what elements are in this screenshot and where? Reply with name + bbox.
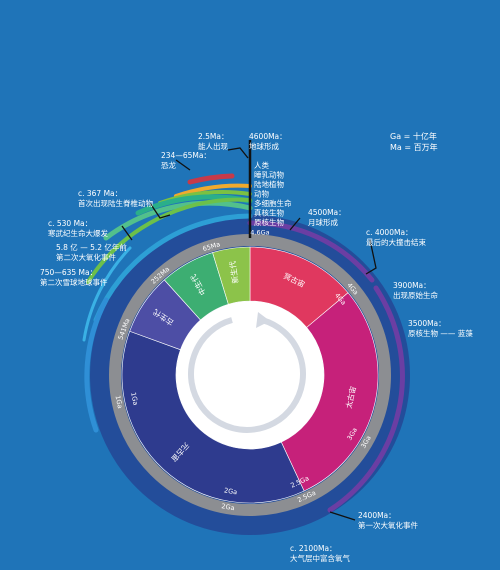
legend-ma: Ma = 百万年 — [390, 142, 438, 152]
svg-text:第二次大氧化事件: 第二次大氧化事件 — [56, 252, 116, 262]
annotation-dinosaurs: 234—65Ma： 恐龙 — [161, 151, 211, 170]
arc-prokaryotes — [82, 246, 132, 342]
annotation-cambrian: c. 530 Ma： 寒武纪生命大爆发 — [48, 219, 108, 238]
top-stack-item: 陆地植物 — [254, 179, 284, 189]
inner-cycle-arrow — [188, 317, 306, 433]
svg-text:c. 4000Ma：: c. 4000Ma： — [366, 228, 413, 237]
annotation-second-oxygen: 5.8 亿 — 5.2 亿年前 第二次大氧化事件 — [56, 242, 127, 262]
svg-text:3900Ma：: 3900Ma： — [393, 281, 431, 290]
svg-text:234—65Ma：: 234—65Ma： — [161, 151, 211, 160]
svg-text:750—635 Ma：: 750—635 Ma： — [40, 268, 97, 277]
ring-tick-label: 2Ga — [221, 502, 235, 512]
annotation-first-life: 3900Ma： 出现原始生命 — [393, 281, 438, 300]
annotation-leaders — [121, 147, 377, 521]
annotation-human: 2.5Ma： 能人出现 — [198, 132, 229, 151]
legend-ga: Ga = 十亿年 — [390, 131, 437, 141]
svg-text:4600Ma：: 4600Ma： — [249, 132, 287, 141]
arc-cambrian — [86, 197, 252, 284]
arc-multicellular — [103, 200, 253, 241]
svg-text:c. 367 Ma：: c. 367 Ma： — [78, 189, 122, 198]
svg-text:出现原始生命: 出现原始生命 — [393, 290, 438, 300]
annotation-moon: 4500Ma： 月球形成 — [308, 208, 346, 227]
svg-text:5.8 亿 — 5.2 亿年前: 5.8 亿 — 5.2 亿年前 — [56, 242, 127, 252]
arc-dinosaurs — [187, 173, 235, 185]
arc-right-archean — [327, 285, 405, 513]
svg-text:2.5Ma：: 2.5Ma： — [198, 132, 229, 141]
svg-text:原核生物 —— 蓝藻: 原核生物 —— 蓝藻 — [408, 328, 473, 338]
svg-text:大气层中富含氧气: 大气层中富含氧气 — [290, 553, 350, 563]
ring-tick-label: 1Ga — [114, 395, 124, 410]
svg-text:4500Ma：: 4500Ma： — [308, 208, 346, 217]
svg-text:月球形成: 月球形成 — [308, 217, 338, 227]
arc-land-plants — [174, 183, 252, 198]
arc-outer-blue — [84, 297, 109, 433]
svg-text:恐龙: 恐龙 — [161, 160, 176, 170]
eon-sectors — [121, 246, 379, 504]
arc-right-hadean — [247, 220, 375, 283]
svg-text:3500Ma：: 3500Ma： — [408, 319, 446, 328]
annotation-land-vertebrates: c. 367 Ma： 首次出现陆生脊椎动物 — [78, 189, 153, 208]
life-arcs — [82, 173, 405, 513]
inner-tick-label: 1Ga — [129, 392, 139, 407]
svg-text:c. 2100Ma：: c. 2100Ma： — [290, 544, 337, 553]
annotation-bombardment: c. 4000Ma： 最后的大撞击结束 — [366, 228, 426, 247]
svg-text:c. 530 Ma：: c. 530 Ma： — [48, 219, 92, 228]
top-stack-item: 原核生物 — [254, 217, 284, 227]
timeline-ring — [109, 234, 391, 516]
svg-text:能人出现: 能人出现 — [198, 141, 228, 151]
svg-text:地球形成: 地球形成 — [249, 141, 279, 151]
annotation-oxygen-air: c. 2100Ma： 大气层中富含氧气 — [290, 544, 350, 563]
top-stack-item: 真核生物 — [254, 208, 284, 218]
ring-tick-label: 4.6Ga — [250, 228, 269, 236]
top-stack-item: 人类 — [254, 160, 269, 170]
arc-eukaryotes — [93, 213, 253, 323]
inner-arrow-head — [256, 312, 270, 328]
annotation-earth-formation: 4600Ma： 地球形成 — [249, 132, 287, 151]
eon-label: 太古宙 — [343, 385, 358, 409]
svg-text:首次出现陆生脊椎动物: 首次出现陆生脊椎动物 — [78, 198, 153, 208]
eon-label: 新生代 — [227, 260, 240, 284]
annotation-snowball: 750—635 Ma： 第二次雪球地球事件 — [40, 268, 108, 287]
legend-box: Ga = 十亿年 Ma = 百万年 — [390, 131, 438, 152]
top-stack-item: 多细胞生命 — [254, 198, 292, 208]
svg-text:寒武纪生命大爆发: 寒武纪生命大爆发 — [48, 228, 108, 238]
svg-text:2400Ma：: 2400Ma： — [358, 511, 396, 520]
svg-text:最后的大撞击结束: 最后的大撞击结束 — [366, 237, 426, 247]
svg-text:第一次大氧化事件: 第一次大氧化事件 — [358, 520, 418, 530]
svg-text:第二次雪球地球事件: 第二次雪球地球事件 — [40, 277, 108, 287]
top-stack-item: 动物 — [254, 189, 269, 199]
annotation-first-oxygen: 2400Ma： 第一次大氧化事件 — [358, 511, 418, 530]
inner-tick-label: 2Ga — [223, 486, 237, 496]
annotation-prokaryotes: 3500Ma： 原核生物 —— 蓝藻 — [408, 319, 473, 338]
top-stack-item: 睡乳动物 — [254, 170, 284, 180]
